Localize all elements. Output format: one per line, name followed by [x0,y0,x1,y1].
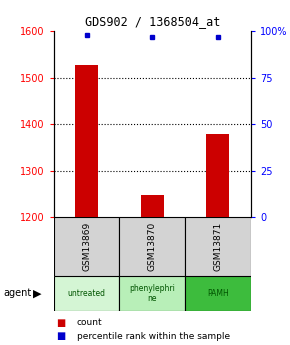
Text: PAMH: PAMH [207,289,229,298]
Text: GSM13871: GSM13871 [213,222,222,271]
Text: phenylephri
ne: phenylephri ne [129,284,175,303]
Text: ■: ■ [57,332,66,341]
Bar [141,195,164,217]
Text: ■: ■ [57,318,66,327]
Bar [75,65,98,217]
Bar [119,276,185,310]
Bar [206,135,229,217]
Bar [119,217,185,276]
Bar [185,217,251,276]
Text: GSM13869: GSM13869 [82,222,91,271]
Title: GDS902 / 1368504_at: GDS902 / 1368504_at [85,16,220,29]
Text: count: count [77,318,102,327]
Text: ▶: ▶ [33,288,42,298]
Text: untreated: untreated [68,289,106,298]
Text: agent: agent [3,288,31,298]
Text: percentile rank within the sample: percentile rank within the sample [77,332,230,341]
Text: GSM13870: GSM13870 [148,222,157,271]
Bar [54,217,119,276]
Bar [185,276,251,310]
Bar [54,276,119,310]
